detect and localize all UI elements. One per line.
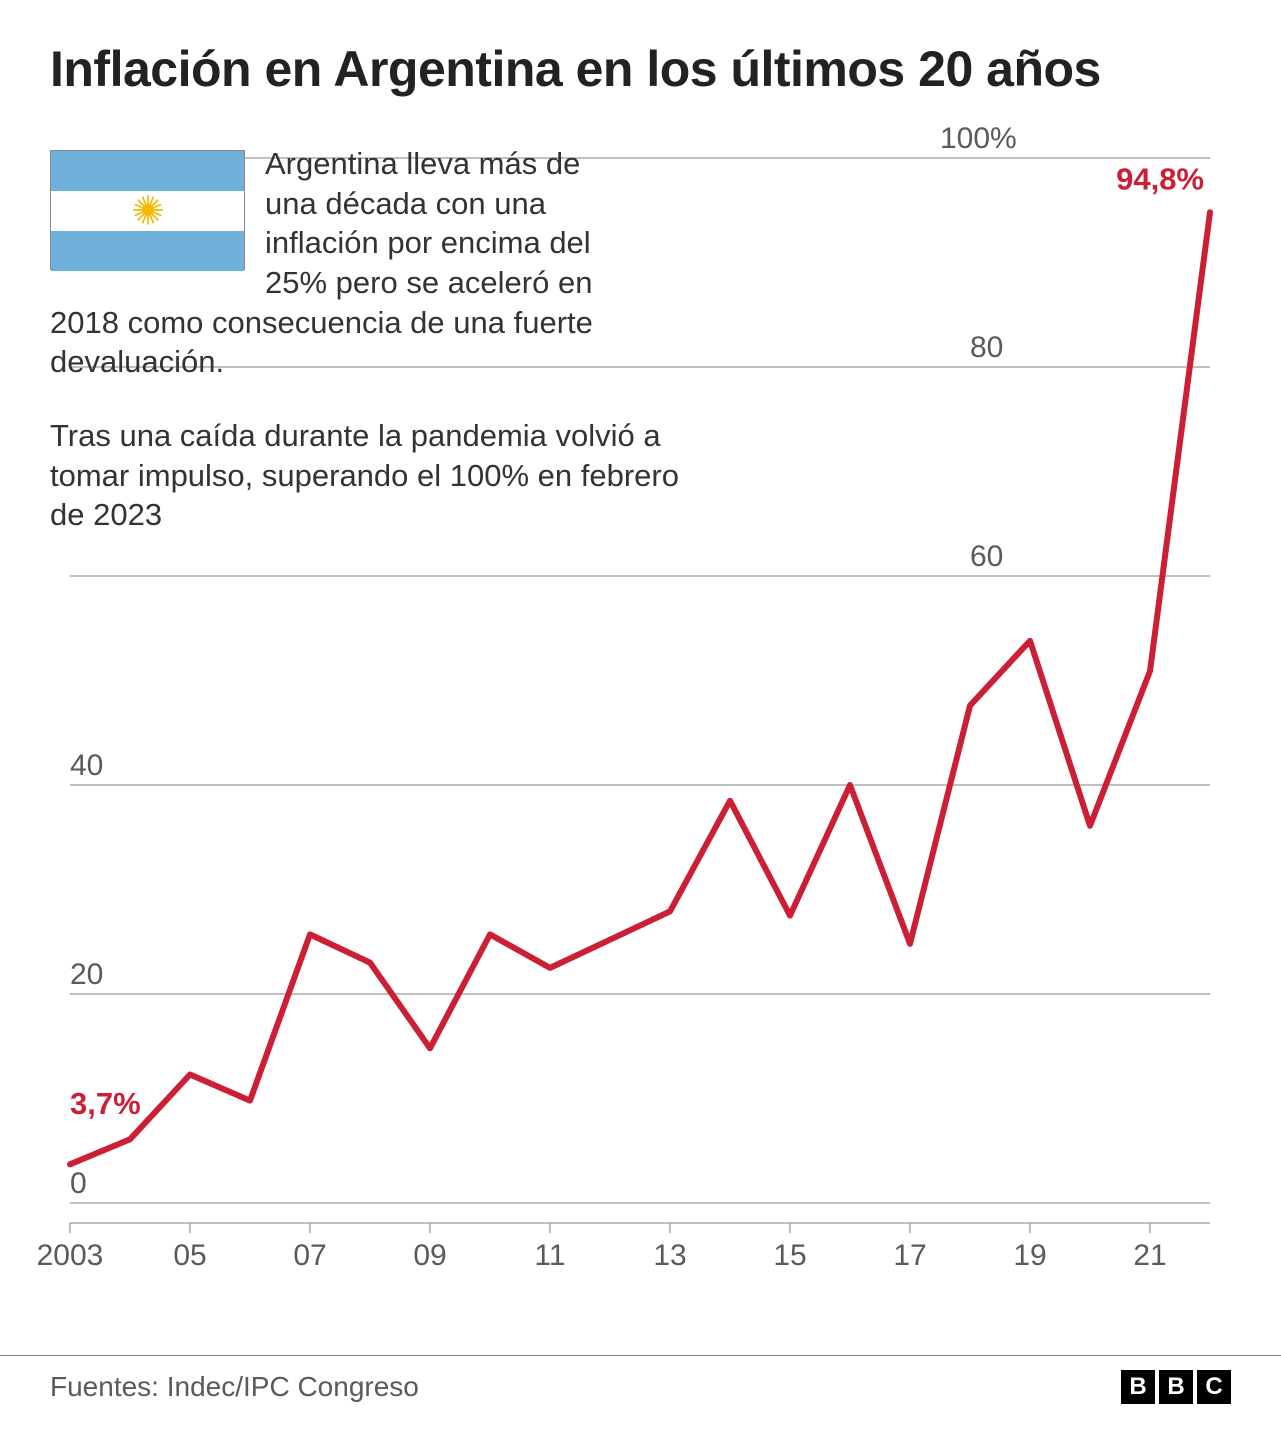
- svg-text:17: 17: [893, 1239, 926, 1272]
- svg-text:15: 15: [773, 1239, 806, 1272]
- svg-text:07: 07: [293, 1239, 326, 1272]
- desc-line: una década con una: [265, 184, 690, 224]
- svg-text:40: 40: [70, 749, 103, 782]
- desc-line: 2018 como consecuencia de una fuerte dev…: [50, 305, 593, 380]
- bbc-logo-letter: B: [1121, 1370, 1155, 1404]
- svg-text:100%: 100%: [940, 122, 1017, 155]
- svg-text:3,7%: 3,7%: [70, 1086, 141, 1121]
- svg-text:0: 0: [70, 1167, 87, 1200]
- svg-text:60: 60: [970, 540, 1003, 573]
- description-paragraph-2: Tras una caída durante la pandemia volvi…: [50, 416, 690, 535]
- svg-text:20: 20: [70, 958, 103, 991]
- svg-text:94,8%: 94,8%: [1116, 161, 1204, 196]
- svg-text:2003: 2003: [37, 1239, 104, 1272]
- page: Inflación en Argentina en los últimos 20…: [0, 0, 1281, 1436]
- flag-stripe-bottom: [51, 231, 244, 271]
- source-text: Fuentes: Indec/IPC Congreso: [50, 1371, 419, 1403]
- chart-title: Inflación en Argentina en los últimos 20…: [50, 40, 1231, 98]
- bbc-logo-letter: B: [1159, 1370, 1193, 1404]
- svg-text:13: 13: [653, 1239, 686, 1272]
- desc-line: 25% pero se aceleró en: [265, 263, 690, 303]
- svg-text:09: 09: [413, 1239, 446, 1272]
- svg-text:19: 19: [1013, 1239, 1046, 1272]
- desc-line: Argentina lleva más de: [265, 144, 690, 184]
- desc-line: inflación por encima del: [265, 223, 690, 263]
- flag-sun-icon: [131, 193, 165, 227]
- bbc-logo-letter: C: [1197, 1370, 1231, 1404]
- svg-text:05: 05: [173, 1239, 206, 1272]
- chart-footer: Fuentes: Indec/IPC Congreso B B C: [0, 1355, 1281, 1404]
- chart-area: 020406080100%20030507091113151719213,7%9…: [50, 128, 1231, 1308]
- svg-text:80: 80: [970, 331, 1003, 364]
- svg-text:11: 11: [534, 1239, 565, 1272]
- bbc-logo: B B C: [1121, 1370, 1231, 1404]
- argentina-flag-icon: [50, 150, 245, 270]
- flag-stripe-top: [51, 151, 244, 191]
- svg-text:21: 21: [1133, 1239, 1166, 1272]
